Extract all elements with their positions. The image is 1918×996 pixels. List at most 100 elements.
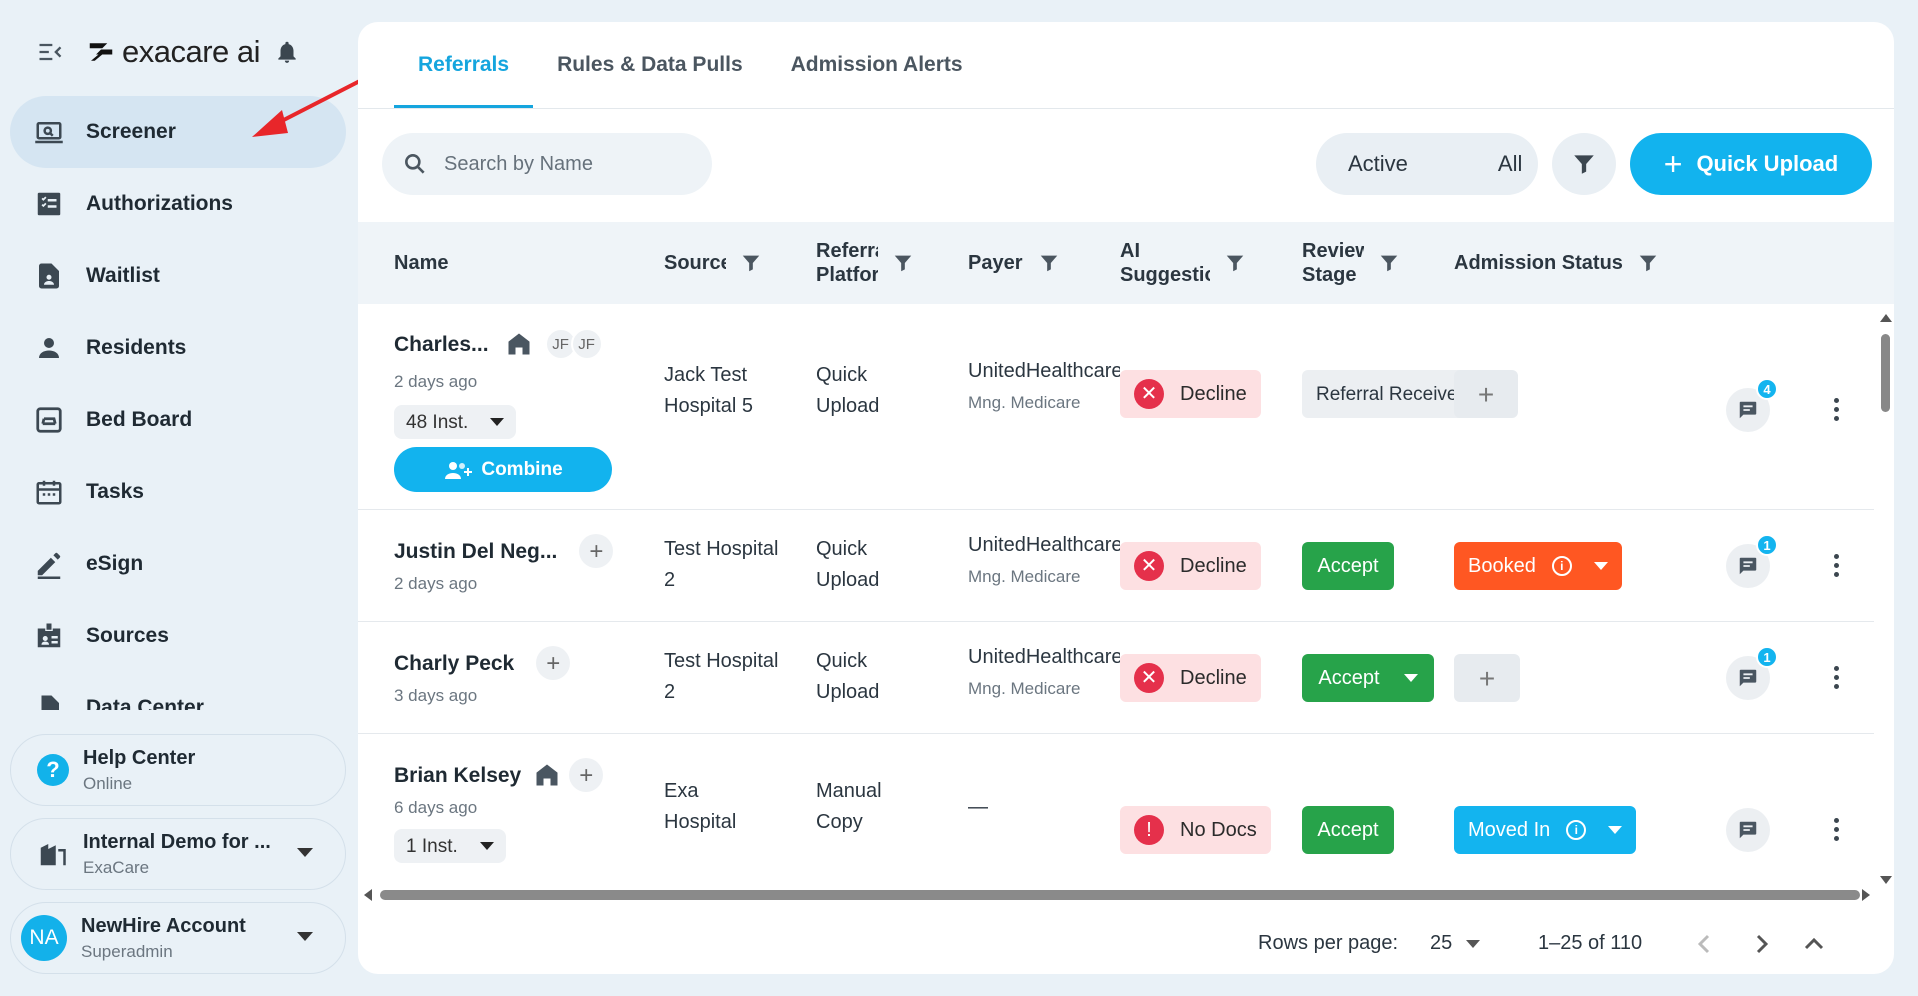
chevron-up-icon[interactable] <box>1798 928 1830 960</box>
admission-status-select[interactable]: Booked i <box>1454 542 1622 590</box>
pagination: Rows per page: 25 1–25 of 110 <box>358 912 1894 974</box>
ai-suggestion-badge[interactable]: ✕ Decline <box>1120 542 1261 590</box>
column-review-stage[interactable]: Review Stage <box>1302 222 1432 304</box>
chevron-left-icon[interactable] <box>1688 928 1720 960</box>
add-admission-status-button[interactable]: + <box>1454 654 1520 702</box>
sidebar-item-authorizations[interactable]: Authorizations <box>10 168 346 240</box>
scroll-thumb[interactable] <box>380 890 1860 900</box>
account-switcher[interactable]: NA NewHire Account Superadmin <box>10 902 346 974</box>
payer-name: UnitedHealthcare <box>968 646 1120 668</box>
more-options-icon[interactable] <box>1832 398 1840 424</box>
add-assignee-button[interactable]: + <box>579 534 614 568</box>
scroll-left-arrow[interactable] <box>364 889 372 901</box>
filter-icon[interactable] <box>1038 252 1060 274</box>
sidebar-item-screener[interactable]: Screener <box>10 96 346 168</box>
sidebar-item-label: eSign <box>86 552 144 575</box>
filter-icon <box>1574 155 1594 174</box>
toggle-all[interactable]: All <box>1497 151 1523 176</box>
column-platform[interactable]: Referral Platform <box>816 222 946 304</box>
instances-dropdown[interactable]: 48 Inst. <box>394 405 517 439</box>
table-row[interactable]: Charly Peck + 3 days ago Test Hospital 2… <box>358 622 1874 734</box>
ai-suggestion-badge[interactable]: ! No Docs <box>1120 806 1271 854</box>
patient-name[interactable]: Charly Peck <box>394 651 515 675</box>
review-accept-button[interactable]: Accept <box>1302 654 1434 702</box>
sidebar-item-bed-board[interactable]: Bed Board <box>10 384 346 456</box>
review-stage-select[interactable]: Referral Received <box>1302 370 1483 418</box>
more-options-icon[interactable] <box>1832 554 1840 580</box>
chevron-right-icon[interactable] <box>1746 928 1778 960</box>
close-circle-icon: ✕ <box>1134 551 1164 581</box>
org-switcher[interactable]: Internal Demo for ... ExaCare <box>10 818 346 890</box>
messages-button[interactable] <box>1726 808 1770 852</box>
patient-name[interactable]: Brian Kelsey <box>394 763 522 787</box>
assignee-chip[interactable]: JF <box>570 328 603 360</box>
messages-button[interactable]: 1 <box>1726 646 1778 700</box>
info-icon[interactable]: i <box>1551 556 1572 576</box>
filter-icon[interactable] <box>1637 252 1659 274</box>
sidebar-item-label: Tasks <box>86 480 144 503</box>
column-ai-suggestion[interactable]: AI Suggestion <box>1120 222 1270 304</box>
more-options-icon[interactable] <box>1832 818 1840 844</box>
scroll-down-arrow[interactable] <box>1880 876 1892 884</box>
chevron-down-icon <box>297 848 313 857</box>
page-range: 1–25 of 110 <box>1538 932 1643 954</box>
filter-icon[interactable] <box>1378 252 1400 274</box>
admission-status-label: Moved In <box>1468 818 1551 841</box>
review-accept-button[interactable]: Accept <box>1302 542 1394 590</box>
filter-button[interactable] <box>1552 133 1616 195</box>
scroll-thumb[interactable] <box>1881 334 1890 412</box>
more-options-icon[interactable] <box>1832 666 1840 692</box>
scroll-right-arrow[interactable] <box>1862 889 1870 901</box>
column-admission-status[interactable]: Admission Status <box>1454 222 1694 304</box>
messages-button[interactable]: 4 <box>1726 378 1778 432</box>
info-icon[interactable]: i <box>1566 820 1587 840</box>
table-row[interactable]: Brian Kelsey + 6 days ago 1 Inst. Exa Ho… <box>358 734 1874 886</box>
sidebar-item-data-center[interactable]: Data Center <box>10 672 346 710</box>
filter-icon[interactable] <box>892 252 914 274</box>
main-panel: Referrals Rules & Data Pulls Admission A… <box>358 22 1894 974</box>
instances-label: 48 Inst. <box>406 411 469 433</box>
scroll-up-arrow[interactable] <box>1880 314 1892 322</box>
sidebar-item-sources[interactable]: Sources <box>10 600 346 672</box>
column-payer[interactable]: Payer <box>968 222 1098 304</box>
sidebar-item-tasks[interactable]: Tasks <box>10 456 346 528</box>
quick-upload-label: Quick Upload <box>1696 151 1839 176</box>
instances-dropdown[interactable]: 1 Inst. <box>394 829 506 863</box>
quick-upload-button[interactable]: + Quick Upload <box>1630 133 1872 195</box>
table-row[interactable]: Charles... JF JF 2 days ago 48 Inst. Com… <box>358 304 1874 510</box>
search-input[interactable] <box>444 152 684 176</box>
table-row[interactable]: Justin Del Neg... + 2 days ago Test Hosp… <box>358 510 1874 622</box>
close-circle-icon: ✕ <box>1134 379 1164 409</box>
add-assignee-button[interactable]: + <box>536 646 571 680</box>
tab-referrals[interactable]: Referrals <box>394 22 534 108</box>
bell-icon[interactable] <box>274 39 300 65</box>
sidebar-item-residents[interactable]: Residents <box>10 312 346 384</box>
combine-button[interactable]: Combine <box>394 447 612 492</box>
tab-rules-data-pulls[interactable]: Rules & Data Pulls <box>557 53 743 76</box>
toggle-active[interactable]: Active <box>1348 151 1408 176</box>
horizontal-scrollbar[interactable] <box>362 886 1874 904</box>
filter-icon[interactable] <box>740 252 762 274</box>
collapse-menu-icon[interactable] <box>36 38 64 66</box>
platform-cell: Manual Copy <box>816 780 882 833</box>
filter-icon[interactable] <box>1224 252 1246 274</box>
tab-admission-alerts[interactable]: Admission Alerts <box>790 53 963 76</box>
column-source[interactable]: Source <box>664 222 794 304</box>
patient-name[interactable]: Charles... <box>394 332 489 356</box>
help-center-card[interactable]: ? Help Center Online <box>10 734 346 806</box>
review-accept-button[interactable]: Accept <box>1302 806 1394 854</box>
ai-suggestion-label: No Docs <box>1180 818 1257 841</box>
messages-button[interactable]: 1 <box>1726 534 1778 588</box>
patient-name[interactable]: Justin Del Neg... <box>394 539 558 563</box>
sidebar-item-waitlist[interactable]: Waitlist <box>10 240 346 312</box>
column-name[interactable]: Name <box>394 222 594 304</box>
vertical-scrollbar[interactable] <box>1876 312 1894 886</box>
ai-suggestion-badge[interactable]: ✕ Decline <box>1120 370 1261 418</box>
admission-status-label: Booked <box>1468 554 1536 577</box>
ai-suggestion-badge[interactable]: ✕ Decline <box>1120 654 1261 702</box>
admission-status-select[interactable]: Moved In i <box>1454 806 1637 854</box>
sidebar-item-esign[interactable]: eSign <box>10 528 346 600</box>
add-assignee-button[interactable]: + <box>569 758 604 792</box>
add-admission-status-button[interactable]: + <box>1454 370 1518 418</box>
rows-per-page-select[interactable]: 25 <box>1430 932 1481 955</box>
